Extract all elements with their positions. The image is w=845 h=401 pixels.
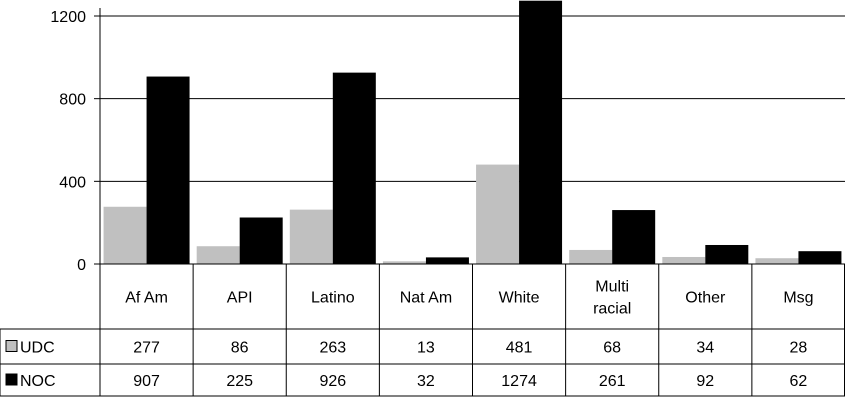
table-cell-noc: 907	[133, 373, 160, 390]
table-cell-udc: 86	[231, 340, 249, 357]
legend-label-noc: NOC	[20, 373, 56, 390]
legend-swatch-udc	[5, 340, 18, 352]
bar-noc-2	[332, 72, 376, 264]
gridlines	[100, 15, 845, 182]
category-label: Nat Am	[400, 290, 452, 307]
category-label: Other	[685, 290, 726, 307]
y-tick-label: 800	[59, 92, 86, 109]
table-cell-udc: 34	[696, 340, 714, 357]
y-tick-labels: 0 400 800 1200	[50, 9, 86, 274]
table-cell-udc: 13	[417, 340, 435, 357]
category-label: Msg	[783, 290, 813, 307]
table-cell-noc: 225	[226, 373, 253, 390]
bar-noc-4	[519, 0, 563, 265]
category-label: Af Am	[125, 290, 168, 307]
bar-noc-6	[705, 244, 749, 264]
y-tick-label: 0	[77, 257, 86, 274]
table-cell-noc: 62	[790, 373, 808, 390]
table-cell-noc: 32	[417, 373, 435, 390]
bar-udc-3	[382, 261, 426, 264]
bars	[103, 0, 842, 265]
data-table: Af Am API Latino Nat Am White Multi racial Othe…	[0, 263, 845, 397]
bar-noc-3	[425, 257, 469, 264]
table-cell-noc: 261	[599, 373, 626, 390]
bar-udc-5	[569, 249, 613, 264]
category-label: Multi	[595, 279, 629, 296]
bar-noc-1	[239, 217, 283, 264]
legend-label-udc: UDC	[20, 340, 55, 357]
category-label: Latino	[311, 290, 355, 307]
category-label: API	[227, 290, 253, 307]
axes	[94, 8, 101, 396]
bar-noc-5	[612, 210, 656, 264]
y-tick-label: 400	[59, 174, 86, 191]
table-cell-noc: 1274	[501, 373, 537, 390]
bar-noc-7	[798, 251, 842, 264]
y-tick-label: 1200	[50, 9, 86, 26]
legend-swatch-noc	[5, 373, 18, 386]
bar-udc-0	[103, 206, 147, 264]
table-cell-udc: 277	[133, 340, 160, 357]
bar-udc-2	[289, 209, 333, 264]
bar-udc-1	[196, 246, 240, 264]
table-cell-noc: 92	[696, 373, 714, 390]
category-label: White	[499, 290, 540, 307]
bar-udc-6	[662, 256, 706, 264]
bar-udc-4	[476, 164, 520, 264]
table-cell-udc: 481	[506, 340, 533, 357]
table-cell-udc: 263	[319, 340, 346, 357]
bar-udc-7	[755, 258, 799, 264]
table-cell-udc: 28	[790, 340, 808, 357]
bar-noc-0	[146, 76, 190, 264]
table-cell-noc: 926	[319, 373, 346, 390]
table-cell-udc: 68	[603, 340, 621, 357]
category-label: racial	[593, 301, 631, 318]
